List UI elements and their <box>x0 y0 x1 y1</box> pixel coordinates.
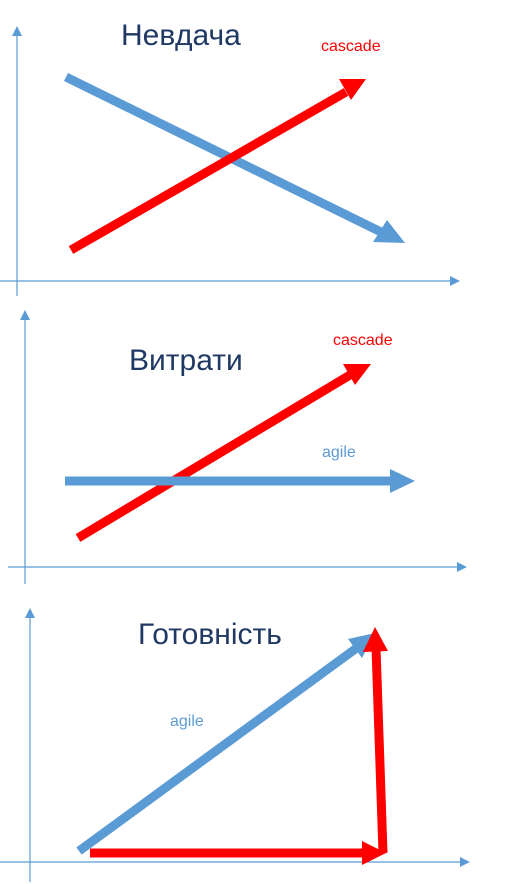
cascade-vertical-line <box>371 647 388 854</box>
panel-title: Готовність <box>138 618 282 651</box>
agile-line <box>64 72 385 238</box>
panel-failure: Невдача cascade <box>0 0 514 300</box>
panel-title: Витрати <box>129 344 243 377</box>
panel-title: Невдача <box>121 19 241 52</box>
cascade-vertical-arrowhead <box>363 627 388 652</box>
cascade-line <box>68 88 349 254</box>
agile-label: agile <box>322 444 356 461</box>
panel-readiness-graphic <box>0 608 470 882</box>
panel-costs-graphic <box>8 310 467 584</box>
cascade-horizontal-arrowhead <box>362 841 386 865</box>
panel-costs: Витрати cascade agile <box>0 300 514 590</box>
agile-arrowhead <box>390 469 415 493</box>
panel-readiness: Готовність agile <box>0 590 514 884</box>
agile-arrowhead <box>348 633 375 658</box>
cascade-arrowhead <box>339 79 366 100</box>
cascade-label: cascade <box>321 38 381 55</box>
cascade-line <box>75 371 353 542</box>
agile-label: agile <box>170 713 204 730</box>
agile-line <box>76 643 361 855</box>
agile-arrowhead <box>373 220 405 243</box>
panel-failure-graphic <box>0 26 460 296</box>
cascade-label: cascade <box>333 332 393 349</box>
cascade-arrowhead <box>343 364 371 385</box>
